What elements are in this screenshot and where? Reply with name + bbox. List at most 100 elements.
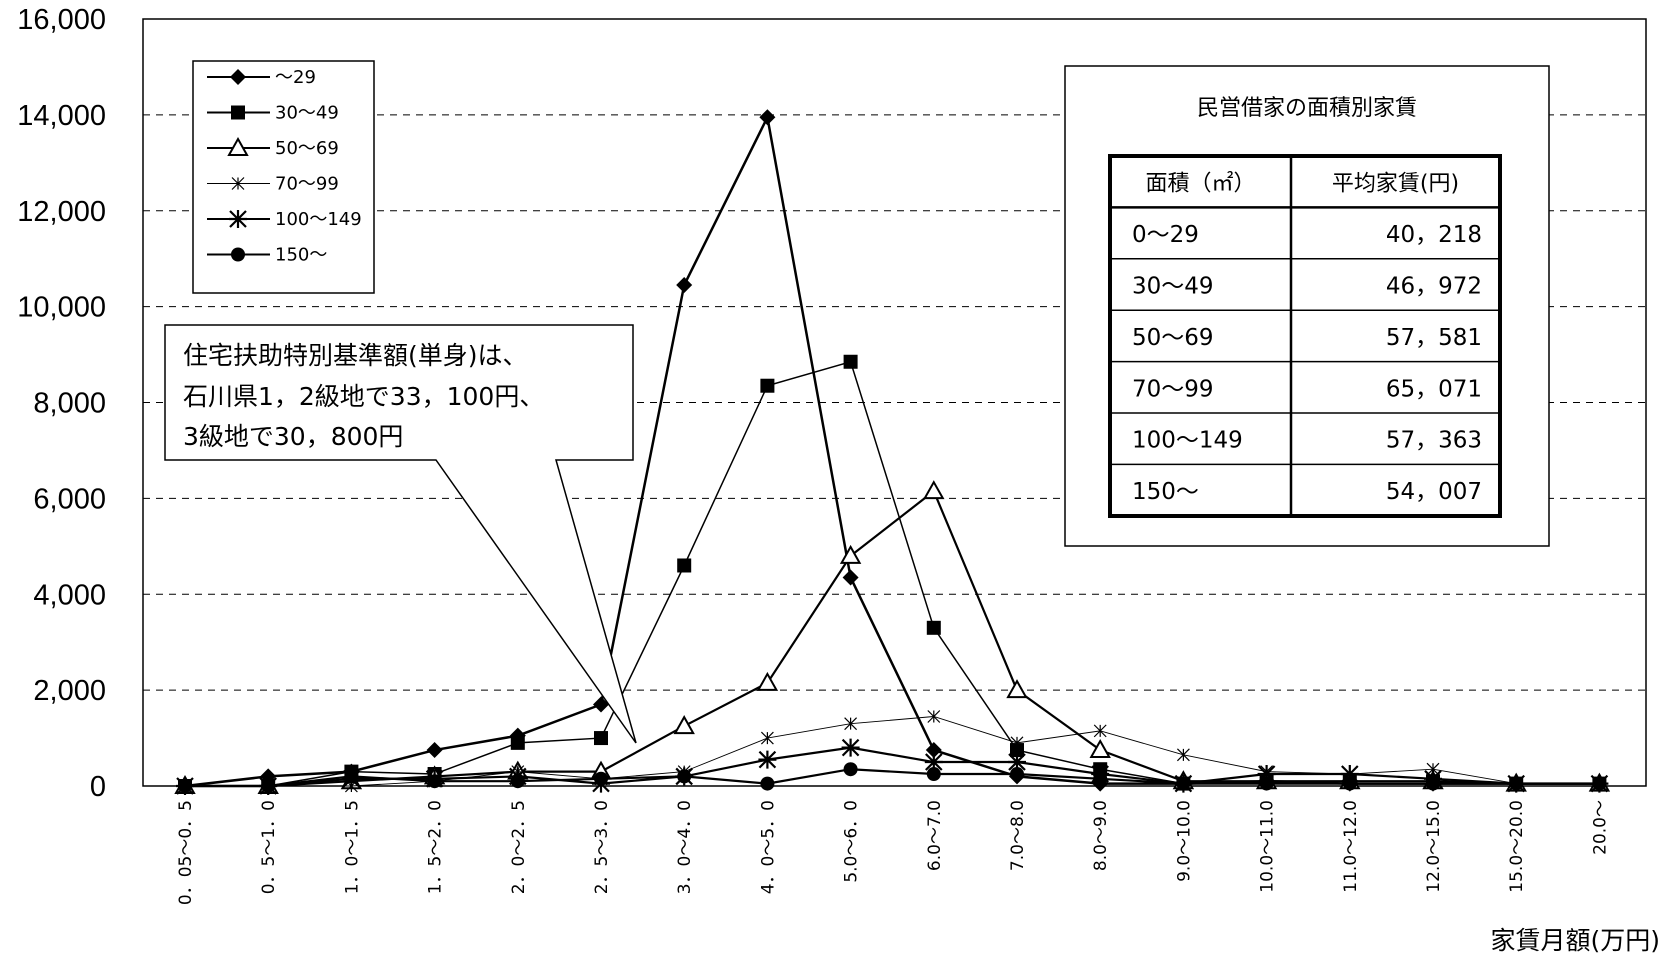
y-axis: 0 2,000 4,000 6,000 8,000 10,000 12,000 14,000 1… — [17, 4, 106, 803]
data-point — [261, 779, 276, 793]
data-point — [758, 750, 777, 769]
legend-item: ～29 — [207, 67, 316, 88]
data-point — [924, 753, 943, 772]
circle-marker — [1426, 776, 1440, 791]
series-line — [185, 746, 1600, 788]
x-tick-label: 11.0～12.0 — [1341, 800, 1361, 893]
circle-marker — [1176, 776, 1191, 791]
x-tick-label: 20.0～ — [1590, 800, 1610, 855]
legend-item: 30～49 — [207, 103, 339, 124]
triangle-marker — [1006, 679, 1028, 699]
square-marker — [594, 731, 608, 746]
diamond-marker — [593, 696, 609, 713]
y-tick-label: 6,000 — [33, 483, 106, 515]
data-point — [1340, 765, 1359, 784]
asterisk-marker — [1340, 765, 1359, 784]
data-point — [673, 715, 695, 735]
data-point — [1342, 776, 1357, 791]
asterisk-marker — [1008, 753, 1026, 772]
circle-marker — [1093, 771, 1108, 786]
data-point — [756, 671, 779, 691]
diamond-marker — [925, 742, 942, 759]
circle-marker — [231, 247, 245, 262]
x-tick-label: 15.0～20.0 — [1507, 800, 1527, 893]
star-marker — [1176, 748, 1190, 762]
x-tick-label: 5.0～6．0 — [842, 800, 862, 883]
x-tick-label: 9.0～10.0 — [1174, 800, 1194, 882]
data-point — [676, 277, 693, 294]
series-lines — [174, 109, 1611, 795]
data-point — [1010, 736, 1024, 750]
data-point — [426, 742, 443, 759]
triangle-marker — [923, 480, 945, 500]
rent-table-panel — [1064, 65, 1550, 547]
legend-label: 70～99 — [275, 174, 339, 195]
circle-marker — [760, 776, 775, 791]
asterisk-marker — [758, 750, 777, 769]
circle-marker — [344, 769, 359, 784]
legend-marker — [227, 136, 249, 156]
rent-table-border — [1108, 154, 1502, 518]
star-marker — [927, 710, 941, 723]
square-marker — [760, 378, 775, 393]
data-point — [923, 480, 945, 500]
data-point — [925, 742, 942, 759]
table-cell-rent: 46，972 — [1386, 274, 1482, 300]
data-point — [1010, 767, 1024, 782]
callout-line-1: 住宅扶助特別基準額(単身)は、 — [183, 341, 528, 370]
table-cell-rent: 57，363 — [1386, 428, 1482, 454]
table-cell-rent: 54，007 — [1386, 479, 1482, 505]
legend-label: 100～149 — [275, 209, 362, 230]
legend-label: 150～ — [275, 245, 327, 266]
star-marker — [844, 717, 858, 731]
x-tick-label: 7.0～8.0 — [1008, 800, 1028, 871]
data-point — [1093, 724, 1107, 738]
data-point — [1257, 765, 1276, 784]
y-tick-label: 8,000 — [33, 388, 106, 420]
y-tick-label: 4,000 — [33, 579, 106, 611]
square-marker — [510, 735, 525, 750]
x-tick-label: 0．5～1．0 — [259, 800, 279, 894]
data-point — [760, 378, 775, 393]
rent-table: 民営借家の面積別家賃 面積（㎡） 平均家賃(円) 0～29 40，218 30～49 46… — [1064, 65, 1550, 547]
y-tick-label: 12,000 — [17, 196, 106, 228]
x-tick-label: 3．0～4．0 — [675, 800, 695, 894]
data-point — [1426, 776, 1440, 791]
x-axis-label: 家賃月額(万円) — [1490, 926, 1660, 955]
triangle-marker — [673, 715, 695, 735]
table-cell-area: 0～29 — [1132, 222, 1199, 248]
legend-label: 30～49 — [275, 103, 339, 124]
legend-marker — [230, 69, 246, 85]
square-marker — [926, 620, 941, 635]
table-header-rent: 平均家賃(円) — [1332, 172, 1459, 197]
data-point — [594, 771, 608, 786]
x-tick-label: 6.0～7.0 — [925, 800, 945, 871]
series-line — [185, 489, 1600, 788]
data-point — [510, 735, 525, 750]
table-cell-area: 100～149 — [1132, 428, 1243, 454]
callout-box — [164, 324, 637, 744]
table-cell-rent: 40，218 — [1386, 222, 1482, 248]
data-point — [927, 710, 941, 723]
asterisk-marker — [229, 210, 247, 228]
data-point — [1176, 776, 1191, 791]
table-cell-area: 50～69 — [1132, 325, 1214, 351]
circle-marker — [677, 769, 692, 784]
data-point — [344, 769, 359, 784]
callout: 住宅扶助特別基準額(単身)は、 石川県1，2級地で33，100円、 3級地で30… — [164, 324, 637, 744]
data-point — [843, 354, 858, 369]
square-marker — [231, 105, 245, 120]
data-point — [1176, 748, 1190, 762]
circle-marker — [1592, 776, 1607, 791]
data-point — [1259, 776, 1274, 791]
x-tick-label: 4．0～5．0 — [758, 800, 778, 894]
star-marker — [1010, 736, 1024, 750]
asterisk-marker — [924, 753, 943, 772]
y-tick-label: 10,000 — [17, 292, 106, 324]
rent-table-title: 民営借家の面積別家賃 — [1197, 96, 1417, 121]
x-tick-label: 2．5～3．0 — [592, 800, 612, 894]
data-point — [926, 620, 941, 635]
data-point — [510, 774, 525, 789]
star-marker — [760, 731, 774, 745]
legend-label: 50～69 — [275, 138, 339, 159]
